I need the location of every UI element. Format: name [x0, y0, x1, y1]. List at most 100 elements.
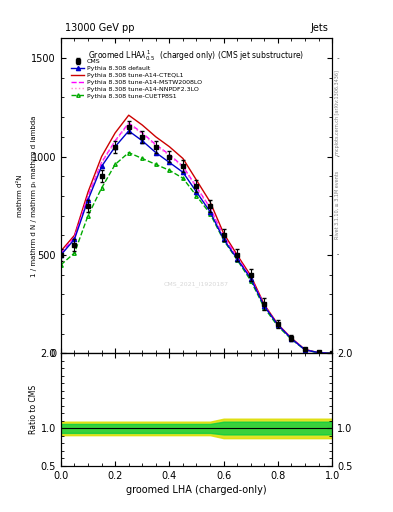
Pythia 8.308 tune-A14-CTEQL1 [167, 143, 172, 150]
Pythia 8.308 default [316, 350, 321, 356]
Pythia 8.308 tune-A14-CTEQL1 [140, 122, 145, 128]
Text: Jets: Jets [310, 23, 328, 33]
Pythia 8.308 tune-A14-MSTW2008LO [208, 205, 212, 211]
Pythia 8.308 tune-A14-CTEQL1 [235, 252, 239, 258]
Pythia 8.308 tune-A14-CTEQL1 [194, 177, 199, 183]
Pythia 8.308 tune-CUETP8S1 [316, 350, 321, 356]
Line: Pythia 8.308 tune-A14-NNPDF2.3LO: Pythia 8.308 tune-A14-NNPDF2.3LO [61, 124, 332, 353]
Y-axis label: mathrm d²N
 
1 / mathrm d N / mathrm pₜ mathrm d lambda: mathrm d²N 1 / mathrm d N / mathrm pₜ ma… [17, 115, 37, 276]
Pythia 8.308 default [235, 256, 239, 262]
Pythia 8.308 tune-CUETP8S1 [235, 257, 239, 263]
Line: Pythia 8.308 default: Pythia 8.308 default [59, 129, 334, 355]
Pythia 8.308 tune-A14-NNPDF2.3LO [330, 350, 334, 356]
Pythia 8.308 default [248, 275, 253, 282]
Text: CMS_2021_I1920187: CMS_2021_I1920187 [164, 281, 229, 287]
Pythia 8.308 tune-A14-CTEQL1 [99, 154, 104, 160]
Pythia 8.308 default [167, 159, 172, 165]
Pythia 8.308 default [262, 303, 266, 309]
Pythia 8.308 tune-A14-NNPDF2.3LO [140, 131, 145, 137]
Pythia 8.308 tune-CUETP8S1 [59, 262, 63, 268]
Pythia 8.308 tune-A14-MSTW2008LO [262, 303, 266, 309]
Pythia 8.308 tune-A14-NNPDF2.3LO [59, 251, 63, 257]
Pythia 8.308 tune-A14-CTEQL1 [289, 335, 294, 341]
Pythia 8.308 tune-A14-CTEQL1 [126, 112, 131, 118]
Pythia 8.308 tune-A14-NNPDF2.3LO [153, 143, 158, 149]
Text: 13000 GeV pp: 13000 GeV pp [65, 23, 134, 33]
Pythia 8.308 tune-CUETP8S1 [289, 336, 294, 343]
Pythia 8.308 tune-A14-NNPDF2.3LO [235, 255, 239, 261]
Pythia 8.308 tune-A14-NNPDF2.3LO [194, 185, 199, 191]
Pythia 8.308 tune-A14-CTEQL1 [248, 272, 253, 279]
Pythia 8.308 default [72, 236, 77, 242]
Pythia 8.308 tune-A14-MSTW2008LO [113, 138, 118, 144]
Pythia 8.308 tune-A14-MSTW2008LO [303, 347, 307, 353]
Pythia 8.308 default [181, 169, 185, 175]
Pythia 8.308 tune-A14-MSTW2008LO [235, 254, 239, 260]
Pythia 8.308 tune-CUETP8S1 [72, 250, 77, 256]
Pythia 8.308 tune-A14-MSTW2008LO [316, 350, 321, 356]
Pythia 8.308 default [126, 128, 131, 134]
Pythia 8.308 default [208, 208, 212, 215]
Pythia 8.308 tune-A14-NNPDF2.3LO [303, 347, 307, 353]
Pythia 8.308 default [140, 138, 145, 144]
Pythia 8.308 tune-CUETP8S1 [113, 161, 118, 167]
Pythia 8.308 tune-CUETP8S1 [140, 156, 145, 162]
Pythia 8.308 tune-A14-CTEQL1 [275, 321, 280, 327]
Pythia 8.308 default [194, 189, 199, 195]
Pythia 8.308 tune-A14-CTEQL1 [72, 232, 77, 239]
Pythia 8.308 default [221, 236, 226, 242]
Pythia 8.308 tune-A14-NNPDF2.3LO [126, 121, 131, 127]
Pythia 8.308 tune-A14-MSTW2008LO [181, 163, 185, 169]
Pythia 8.308 tune-A14-MSTW2008LO [99, 159, 104, 165]
Pythia 8.308 tune-CUETP8S1 [181, 175, 185, 181]
Line: Pythia 8.308 tune-A14-MSTW2008LO: Pythia 8.308 tune-A14-MSTW2008LO [61, 123, 332, 353]
Pythia 8.308 tune-A14-MSTW2008LO [275, 322, 280, 328]
Line: Pythia 8.308 tune-A14-CTEQL1: Pythia 8.308 tune-A14-CTEQL1 [61, 115, 332, 353]
Pythia 8.308 tune-A14-CTEQL1 [330, 350, 334, 356]
Pythia 8.308 tune-A14-CTEQL1 [86, 189, 90, 195]
Pythia 8.308 default [113, 143, 118, 150]
Pythia 8.308 tune-A14-MSTW2008LO [59, 250, 63, 256]
Pythia 8.308 tune-A14-NNPDF2.3LO [86, 194, 90, 200]
Pythia 8.308 tune-CUETP8S1 [208, 210, 212, 217]
Pythia 8.308 tune-A14-NNPDF2.3LO [262, 303, 266, 309]
Text: Groomed LHA$\lambda^{1}_{0.5}$  (charged only) (CMS jet substructure): Groomed LHA$\lambda^{1}_{0.5}$ (charged … [88, 48, 305, 63]
Pythia 8.308 tune-A14-MSTW2008LO [126, 120, 131, 126]
Pythia 8.308 tune-A14-MSTW2008LO [167, 152, 172, 158]
Pythia 8.308 tune-A14-NNPDF2.3LO [167, 153, 172, 159]
Pythia 8.308 tune-A14-MSTW2008LO [221, 233, 226, 239]
Pythia 8.308 default [330, 350, 334, 356]
Legend: CMS, Pythia 8.308 default, Pythia 8.308 tune-A14-CTEQL1, Pythia 8.308 tune-A14-M: CMS, Pythia 8.308 default, Pythia 8.308 … [70, 57, 203, 100]
Pythia 8.308 tune-A14-CTEQL1 [113, 130, 118, 136]
Pythia 8.308 tune-CUETP8S1 [99, 185, 104, 191]
Y-axis label: Ratio to CMS: Ratio to CMS [29, 385, 38, 434]
Pythia 8.308 default [99, 163, 104, 169]
Pythia 8.308 tune-CUETP8S1 [330, 350, 334, 356]
Line: Pythia 8.308 tune-CUETP8S1: Pythia 8.308 tune-CUETP8S1 [59, 151, 334, 355]
Pythia 8.308 tune-A14-NNPDF2.3LO [113, 139, 118, 145]
Pythia 8.308 tune-A14-MSTW2008LO [72, 234, 77, 240]
Pythia 8.308 tune-CUETP8S1 [194, 193, 199, 199]
Pythia 8.308 tune-A14-NNPDF2.3LO [248, 275, 253, 282]
Pythia 8.308 tune-A14-NNPDF2.3LO [289, 335, 294, 342]
Pythia 8.308 tune-A14-MSTW2008LO [330, 350, 334, 356]
Pythia 8.308 tune-A14-CTEQL1 [59, 248, 63, 254]
Pythia 8.308 tune-A14-NNPDF2.3LO [72, 235, 77, 241]
Pythia 8.308 tune-A14-NNPDF2.3LO [221, 234, 226, 240]
Pythia 8.308 tune-A14-CTEQL1 [262, 302, 266, 308]
Pythia 8.308 tune-CUETP8S1 [262, 305, 266, 311]
Pythia 8.308 tune-CUETP8S1 [275, 323, 280, 329]
Pythia 8.308 default [153, 150, 158, 156]
Pythia 8.308 tune-CUETP8S1 [86, 212, 90, 219]
Pythia 8.308 tune-A14-NNPDF2.3LO [316, 350, 321, 356]
Pythia 8.308 tune-A14-CTEQL1 [221, 230, 226, 237]
Pythia 8.308 tune-A14-CTEQL1 [316, 350, 321, 356]
Text: Rivet 3.1.10, ≥ 3.1M events: Rivet 3.1.10, ≥ 3.1M events [335, 170, 340, 239]
Pythia 8.308 tune-A14-MSTW2008LO [289, 335, 294, 342]
X-axis label: groomed LHA (charged-only): groomed LHA (charged-only) [126, 485, 267, 495]
Pythia 8.308 tune-CUETP8S1 [303, 347, 307, 353]
Pythia 8.308 default [59, 252, 63, 258]
Pythia 8.308 tune-A14-MSTW2008LO [153, 142, 158, 148]
Pythia 8.308 tune-A14-MSTW2008LO [194, 184, 199, 190]
Pythia 8.308 tune-A14-CTEQL1 [303, 347, 307, 353]
